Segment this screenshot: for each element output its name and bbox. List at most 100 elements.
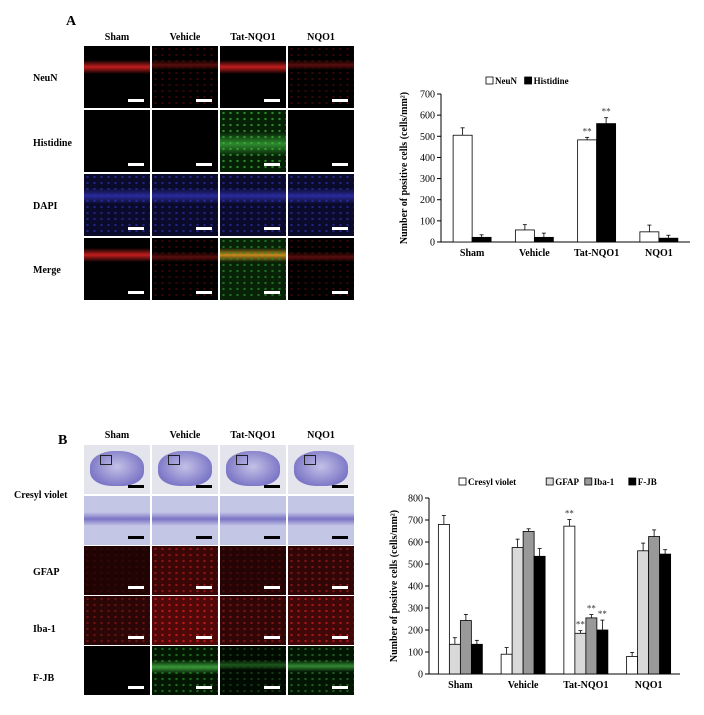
scale-bar <box>264 163 280 166</box>
scale-bar <box>332 686 348 689</box>
scale-bar <box>196 636 212 639</box>
scale-bar <box>264 291 280 294</box>
scale-bar <box>264 99 280 102</box>
iba1-nqo1-image <box>288 596 354 645</box>
bar-gfap-nqo1 <box>637 550 650 675</box>
panel-a-col-sham: Sham <box>104 32 130 43</box>
cresyl-tat-nqo1-image <box>220 496 286 545</box>
y-tick-label: 0 <box>430 238 435 249</box>
y-tick-label: 200 <box>408 626 423 637</box>
overview-sham-image <box>84 445 150 494</box>
panel-a-row-neun: NeuN <box>33 73 58 84</box>
chart-a: 0 100 200 300 400 500 600 700 Number of positive… <box>399 76 690 259</box>
cell-layer-band <box>84 60 150 74</box>
significance-marker: ** <box>576 620 586 630</box>
scale-bar <box>332 227 348 230</box>
scale-bar <box>332 163 348 166</box>
cell-layer-band <box>152 512 218 526</box>
speckle-texture <box>288 174 354 236</box>
x-tick-label: Vehicle <box>519 248 550 259</box>
scale-bar <box>332 536 348 539</box>
bar-cresyl-violet-sham <box>437 524 450 675</box>
significance-marker: ** <box>602 107 612 117</box>
scale-bar <box>264 686 280 689</box>
bar-iba-1-tat-nqo1 <box>585 617 598 675</box>
iba1-sham-image <box>84 596 150 645</box>
neun-tat-nqo1-image <box>220 46 286 108</box>
bar-f-jb-tat-nqo1 <box>596 629 609 675</box>
panel-a-row-histidine: Histidine <box>33 138 72 149</box>
y-tick-label: 100 <box>408 648 423 659</box>
y-tick-label: 200 <box>420 195 435 206</box>
scale-bar <box>264 485 280 488</box>
fjb-vehicle-image <box>152 646 218 695</box>
legend-entry: GFAP <box>555 477 579 487</box>
brain-section-shape <box>226 451 280 486</box>
speckle-texture <box>152 238 218 300</box>
y-tick-label: 500 <box>408 560 423 571</box>
scale-bar <box>128 636 144 639</box>
legend-swatch <box>545 477 554 486</box>
bar-iba-1-sham <box>459 620 472 675</box>
scale-bar <box>332 636 348 639</box>
scale-bar <box>196 291 212 294</box>
scale-bar <box>264 227 280 230</box>
dapi-nqo1-image <box>288 174 354 236</box>
brain-section-shape <box>294 451 348 486</box>
inset-box <box>100 455 112 465</box>
panel-b-row-iba-1: Iba-1 <box>33 624 56 635</box>
neun-vehicle-image <box>152 46 218 108</box>
bar-histidine-tat-nqo1 <box>596 123 617 243</box>
scale-bar <box>332 99 348 102</box>
dapi-tat-nqo1-image <box>220 174 286 236</box>
bar-neun-tat-nqo1 <box>577 139 598 243</box>
bar-iba-1-vehicle <box>522 531 535 675</box>
gfap-vehicle-image <box>152 546 218 595</box>
scale-bar <box>128 99 144 102</box>
panel-a-row-dapi: DAPI <box>33 201 58 212</box>
fjb-tat-nqo1-image <box>220 646 286 695</box>
legend-entry: Iba-1 <box>594 477 615 487</box>
gfap-tat-nqo1-image <box>220 546 286 595</box>
bar-histidine-nqo1 <box>658 237 679 243</box>
bar-histidine-sham <box>471 236 492 243</box>
scale-bar <box>332 291 348 294</box>
panel-b-letter: B <box>58 433 68 448</box>
scale-bar <box>196 536 212 539</box>
scale-bar <box>128 686 144 689</box>
scale-bar <box>128 536 144 539</box>
inset-box <box>168 455 180 465</box>
panel-a-col-nqo1: NQO1 <box>307 32 335 43</box>
cell-layer-band <box>288 512 354 526</box>
merge-sham-image <box>84 238 150 300</box>
speckle-texture <box>152 46 218 108</box>
panel-a-col-vehicle: Vehicle <box>169 32 201 43</box>
scale-bar <box>196 227 212 230</box>
overview-vehicle-image <box>152 445 218 494</box>
significance-marker: ** <box>583 126 593 136</box>
scale-bar <box>196 686 212 689</box>
x-tick-label: Tat-NQO1 <box>563 680 608 691</box>
fjb-sham-image <box>84 646 150 695</box>
panel-a-col-tat-nqo1: Tat-NQO1 <box>230 32 276 43</box>
y-axis-title: Number of positive cells (cells/mm²) <box>399 92 410 244</box>
panel-b-col-tat-nqo1: Tat-NQO1 <box>230 430 276 441</box>
y-tick-label: 0 <box>418 670 423 681</box>
y-tick-label: 600 <box>420 111 435 122</box>
legend-entry: Histidine <box>534 76 569 86</box>
legend-entry: F-JB <box>638 477 657 487</box>
brain-section-shape <box>158 451 212 486</box>
x-tick-label: NQO1 <box>645 248 673 259</box>
bar-neun-sham <box>452 134 473 243</box>
legend-entry: Cresyl violet <box>468 477 516 487</box>
panel-b-col-vehicle: Vehicle <box>169 430 201 441</box>
legend-swatch <box>458 477 467 486</box>
merge-nqo1-image <box>288 238 354 300</box>
speckle-texture <box>152 174 218 236</box>
cell-layer-band <box>220 60 286 74</box>
overview-tat-nqo1-image <box>220 445 286 494</box>
y-tick-label: 300 <box>408 604 423 615</box>
cell-layer-band <box>84 248 150 262</box>
chart-b: 0 100 200 300 400 500 600 700 800 Number of posit… <box>389 477 680 691</box>
brain-section-shape <box>90 451 144 486</box>
